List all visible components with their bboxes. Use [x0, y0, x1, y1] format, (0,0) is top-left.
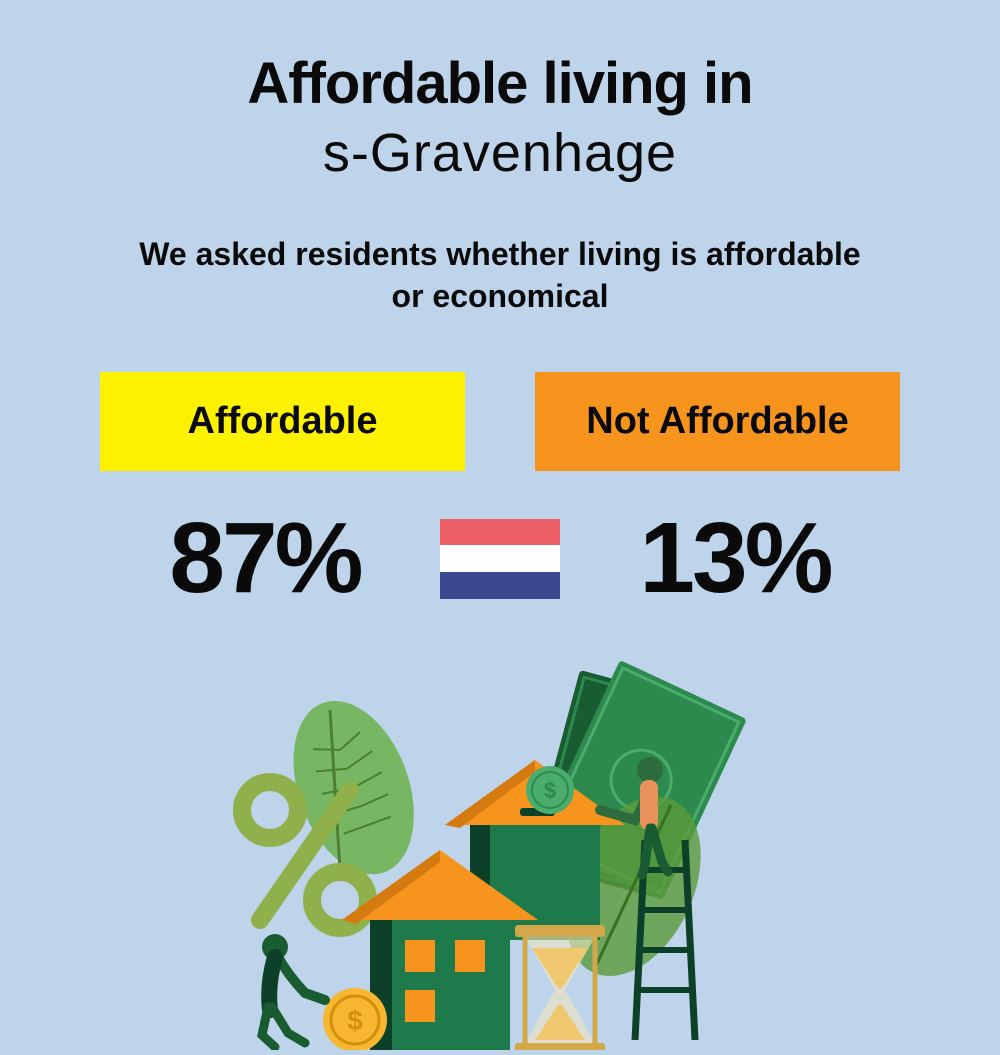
title-line1: Affordable living in	[60, 50, 940, 117]
subtitle: We asked residents whether living is aff…	[60, 234, 940, 317]
label-affordable: Affordable	[100, 372, 465, 471]
flag-white-stripe	[440, 545, 560, 572]
illustration: $	[200, 650, 800, 1050]
flag-blue-stripe	[440, 572, 560, 599]
percent-row: 87% 13%	[60, 501, 940, 616]
percent-affordable: 87%	[100, 501, 430, 616]
title-city: s-Gravenhage	[60, 122, 940, 184]
svg-text:$: $	[347, 1005, 363, 1036]
person-coin-icon: $	[262, 934, 387, 1050]
infographic-container: Affordable living in s-Gravenhage We ask…	[0, 0, 1000, 656]
labels-row: Affordable Not Affordable	[60, 372, 940, 471]
flag-icon	[440, 519, 560, 599]
flag-red-stripe	[440, 519, 560, 546]
percent-not-affordable: 13%	[570, 501, 900, 616]
svg-text:$: $	[544, 778, 556, 803]
label-not-affordable: Not Affordable	[535, 372, 900, 471]
